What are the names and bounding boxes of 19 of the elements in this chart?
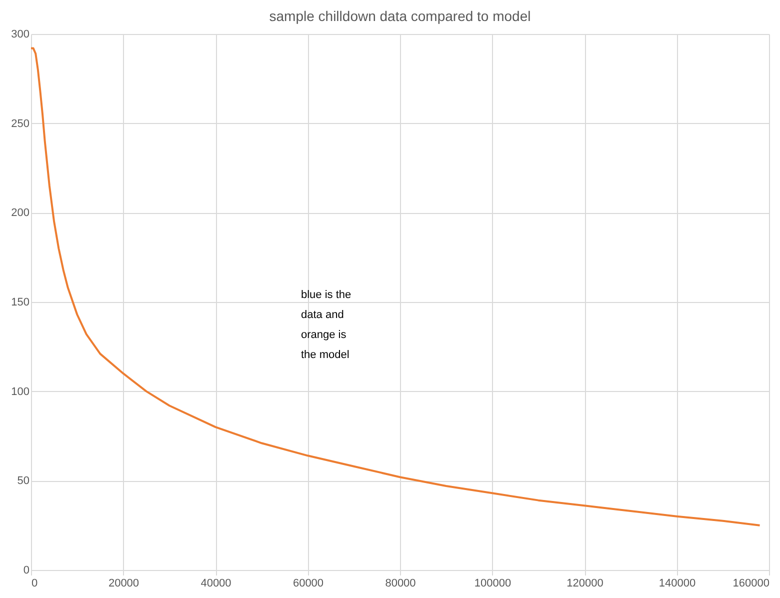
y-tick-label: 100 xyxy=(11,386,30,398)
x-tick-label: 60000 xyxy=(292,578,324,590)
x-tick-label: 140000 xyxy=(658,578,696,590)
chart-title: sample chilldown data compared to model xyxy=(269,8,531,24)
line-series xyxy=(30,47,761,526)
x-tick-label: 100000 xyxy=(474,578,512,590)
x-tick-label: 20000 xyxy=(108,578,140,590)
x-tick-label: 80000 xyxy=(385,578,416,590)
x-tick-label: 120000 xyxy=(566,578,604,590)
y-tick-label: 200 xyxy=(11,207,30,220)
y-tick-label: 250 xyxy=(11,118,30,130)
y-tick-label: 50 xyxy=(17,475,30,488)
y-tick-label: 0 xyxy=(23,564,30,576)
annotation: blue is the data and orange is the model xyxy=(301,289,352,361)
x-tick-label: 40000 xyxy=(200,578,232,590)
y-tick-label: 300 xyxy=(11,28,30,40)
y-tick-label: 150 xyxy=(11,296,30,308)
x-tick-label: 160000 xyxy=(732,578,770,590)
x-tick-label: 0 xyxy=(32,578,38,590)
